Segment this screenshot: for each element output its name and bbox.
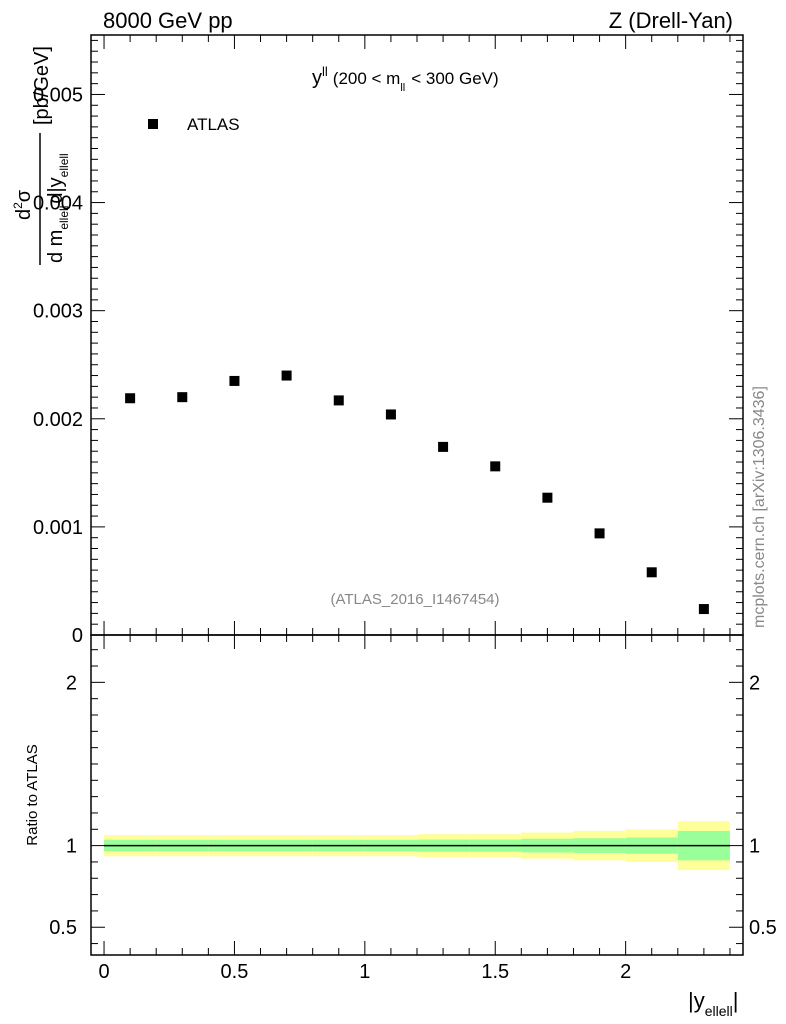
main-y-tick-label: 0.003	[33, 301, 83, 323]
x-axis-label: |yellell|	[688, 988, 738, 1019]
data-point	[385, 409, 396, 420]
plot-title-sup: ll	[322, 64, 328, 79]
process-label: Z (Drell-Yan)	[609, 8, 733, 33]
ratio-plot-frame	[90, 634, 744, 956]
main-ylabel: d2σ d mellelld|yellell [pb/GeV]	[11, 46, 71, 265]
plot-title-range: (200 < m	[333, 69, 401, 88]
legend-marker	[148, 119, 158, 129]
ylabel-unit: [pb/GeV]	[31, 46, 53, 125]
plot-title: yll (200 < mll < 300 GeV)	[312, 64, 499, 94]
x-tick-label: 0.5	[221, 961, 249, 983]
source-credit: mcplots.cern.ch [arXiv:1306.3436]	[751, 386, 768, 628]
data-point	[698, 604, 709, 615]
ratio-y-tick-label-left: 1	[66, 836, 77, 858]
data-point	[438, 441, 449, 452]
data-point	[490, 461, 501, 472]
ylabel-numerator: d2σ	[11, 189, 35, 220]
data-point	[594, 528, 605, 539]
analysis-watermark: (ATLAS_2016_I1467454)	[330, 591, 499, 608]
ylabel-denominator: d mellelld|yellell	[45, 153, 71, 263]
energy-label: 8000 GeV pp	[103, 8, 233, 33]
x-tick-label: 2	[620, 961, 631, 983]
data-point	[542, 492, 553, 503]
ratio-plot-area	[104, 821, 730, 871]
x-tick-label: 1	[359, 961, 370, 983]
legend-label: ATLAS	[187, 115, 240, 134]
x-tick-label: 1.5	[481, 961, 509, 983]
ratio-y-tick-label-right: 2	[749, 672, 760, 694]
data-point	[333, 395, 344, 406]
x-tick-label: 0	[98, 961, 109, 983]
ratio-y-tick-label-right: 1	[749, 836, 760, 858]
ratio-axis-ticks: 0 0.5 1 1.5 2 0.5 0.5 1 1 2 2	[49, 635, 777, 983]
main-y-tick-label: 0.004	[33, 193, 83, 215]
main-y-tick-label: 0	[72, 625, 83, 647]
plot-title-sub: ll	[400, 82, 405, 94]
data-point	[177, 392, 188, 403]
main-y-tick-label: 0.001	[33, 517, 83, 539]
ratio-y-tick-label-left: 0.5	[49, 917, 77, 939]
data-point	[281, 370, 292, 381]
data-points	[125, 370, 709, 615]
plot-title-main: y	[312, 67, 322, 89]
data-point	[229, 375, 240, 386]
data-point	[125, 393, 136, 404]
ratio-y-tick-label-right: 0.5	[749, 917, 777, 939]
main-axis-ticks: 0 0.001 0.002 0.003 0.004 0.005	[33, 35, 743, 647]
ratio-ylabel: Ratio to ATLAS	[24, 744, 41, 845]
plot-title-range-end: < 300 GeV)	[411, 69, 498, 88]
data-point	[646, 567, 657, 578]
ratio-y-tick-label-left: 2	[66, 672, 77, 694]
main-y-tick-label: 0.005	[33, 84, 83, 106]
main-y-tick-label: 0.002	[33, 409, 83, 431]
